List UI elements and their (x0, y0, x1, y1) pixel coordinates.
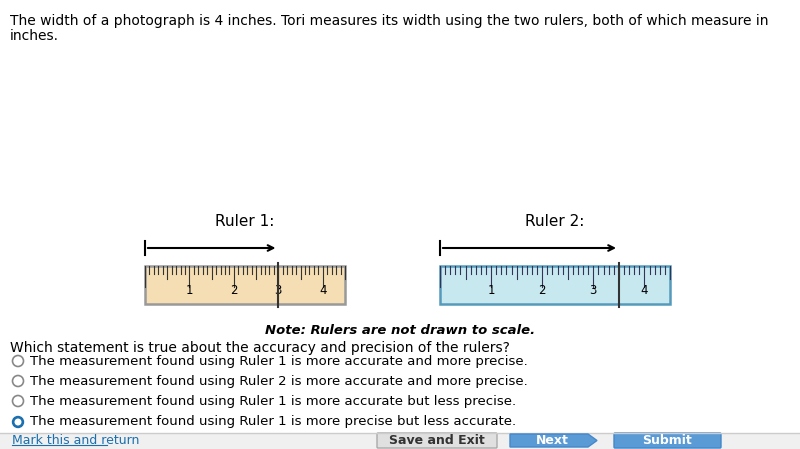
Polygon shape (510, 434, 597, 447)
Text: 4: 4 (319, 284, 326, 297)
Text: 2: 2 (538, 284, 546, 297)
Text: The measurement found using Ruler 2 is more accurate and more precise.: The measurement found using Ruler 2 is m… (30, 374, 528, 387)
Bar (440, 266, 670, 304)
Text: 4: 4 (641, 284, 648, 297)
Text: Next: Next (535, 434, 569, 447)
Text: Note: Rulers are not drawn to scale.: Note: Rulers are not drawn to scale. (265, 324, 535, 337)
FancyBboxPatch shape (614, 433, 721, 448)
Bar (145, 266, 345, 304)
Text: 3: 3 (590, 284, 597, 297)
Text: Submit: Submit (642, 434, 692, 447)
Text: Save and Exit: Save and Exit (389, 434, 485, 447)
Text: 1: 1 (487, 284, 495, 297)
Text: The measurement found using Ruler 1 is more accurate and more precise.: The measurement found using Ruler 1 is m… (30, 355, 528, 367)
Circle shape (13, 417, 23, 427)
Text: 3: 3 (274, 284, 282, 297)
Bar (0, 433, 800, 449)
Text: 2: 2 (230, 284, 238, 297)
Text: The measurement found using Ruler 1 is more accurate but less precise.: The measurement found using Ruler 1 is m… (30, 395, 516, 408)
Text: Ruler 1:: Ruler 1: (215, 214, 274, 229)
Text: 1: 1 (186, 284, 193, 297)
Text: Ruler 2:: Ruler 2: (526, 214, 585, 229)
FancyBboxPatch shape (377, 433, 497, 448)
Text: The width of a photograph is 4 inches. Tori measures its width using the two rul: The width of a photograph is 4 inches. T… (10, 14, 769, 28)
Text: Mark this and return: Mark this and return (12, 435, 139, 448)
Text: Which statement is true about the accuracy and precision of the rulers?: Which statement is true about the accura… (10, 341, 510, 355)
Text: inches.: inches. (10, 29, 59, 43)
Text: The measurement found using Ruler 1 is more precise but less accurate.: The measurement found using Ruler 1 is m… (30, 415, 516, 428)
Circle shape (15, 419, 21, 425)
